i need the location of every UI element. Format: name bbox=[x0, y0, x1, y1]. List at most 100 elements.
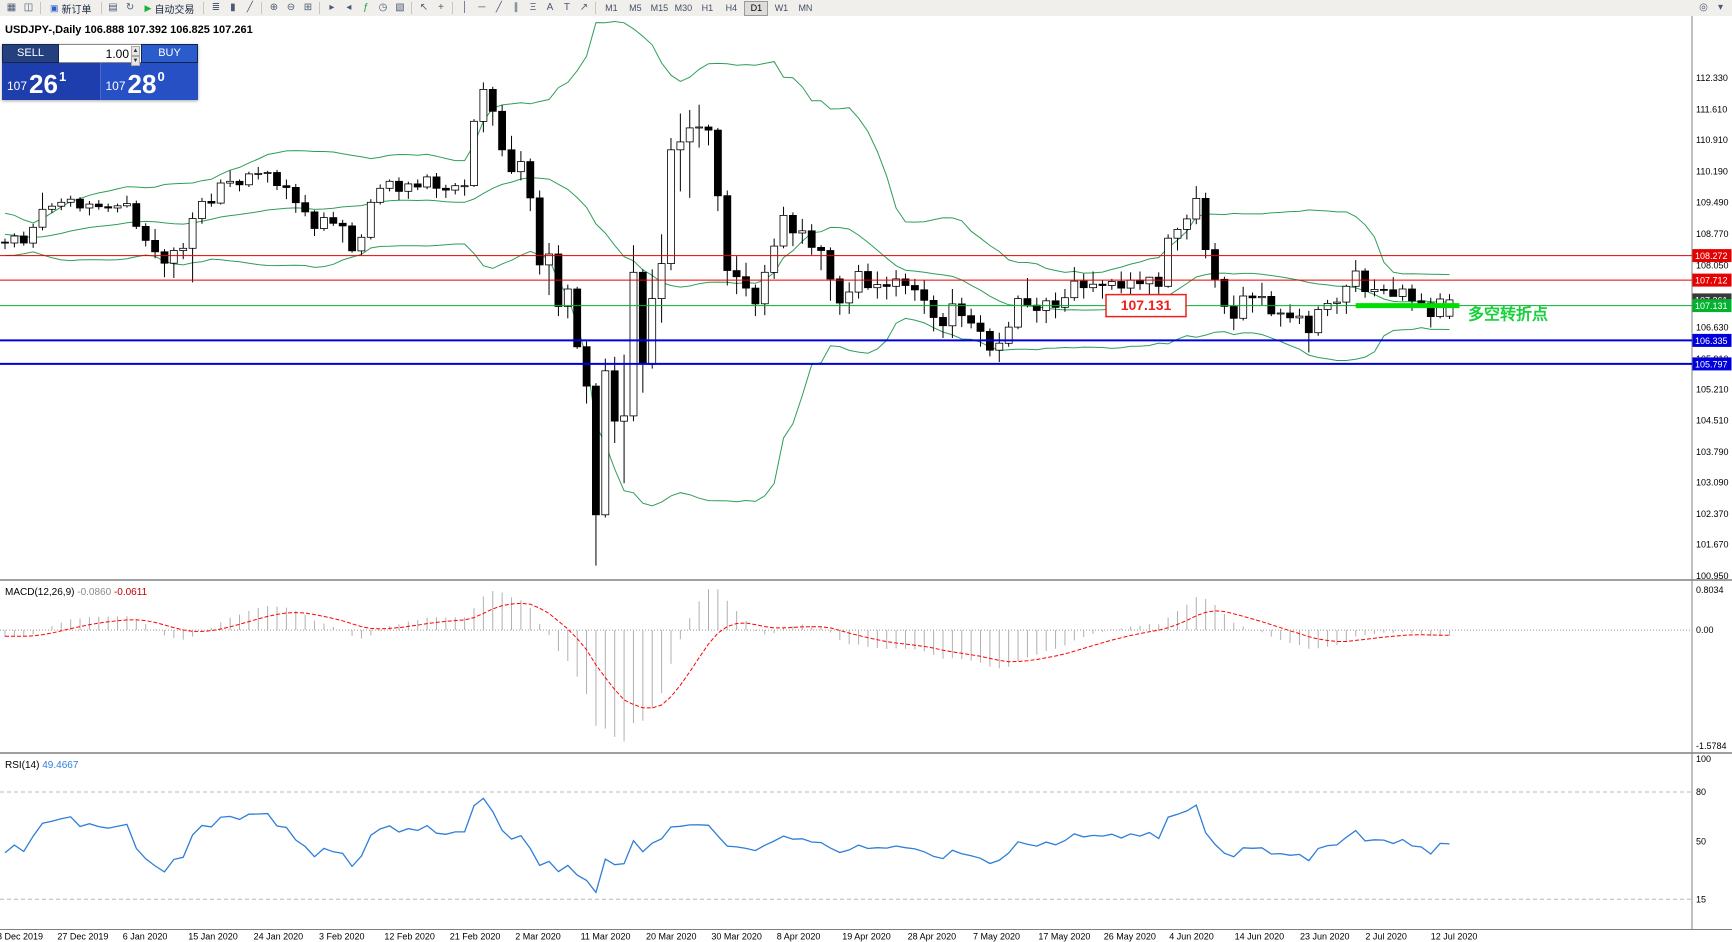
rsi-line bbox=[4, 797, 1450, 894]
trendline-icon[interactable]: ╱ bbox=[495, 2, 502, 13]
text-label-icon[interactable]: T bbox=[563, 2, 570, 13]
zoom-out-icon[interactable]: ⊖ bbox=[286, 2, 296, 13]
macd-scale-label: -1.5784 bbox=[1696, 741, 1727, 751]
chart-ohlc-title: USDJPY-,Daily 106.888 107.392 106.825 10… bbox=[5, 24, 253, 36]
rsi-scale-label: 100 bbox=[1696, 754, 1711, 764]
svg-text:108.272: 108.272 bbox=[1695, 251, 1728, 261]
rsi-value: 49.4667 bbox=[42, 760, 79, 771]
date-axis-label: 24 Jan 2020 bbox=[254, 932, 304, 942]
sell-button[interactable]: SELL bbox=[2, 44, 59, 63]
vertical-line-icon[interactable]: │ bbox=[461, 2, 469, 13]
volume-down-button[interactable]: ▼ bbox=[131, 56, 140, 66]
date-axis-label: 3 Feb 2020 bbox=[319, 932, 365, 942]
sell-price-pips: 26 bbox=[29, 69, 58, 99]
templates-icon[interactable]: ▧ bbox=[395, 2, 405, 13]
autotrading-button[interactable]: ▶ 自动交易 bbox=[139, 0, 201, 16]
chart-shift-icon[interactable]: ◂ bbox=[346, 2, 352, 13]
auto-scroll-icon[interactable]: ▸ bbox=[329, 2, 335, 13]
fibonacci-icon[interactable]: Ξ bbox=[529, 2, 537, 13]
sell-price[interactable]: 107 26 1 bbox=[2, 63, 101, 100]
tile-windows-icon[interactable]: ⊞ bbox=[303, 2, 313, 13]
new-order-button-label: 新订单 bbox=[61, 4, 92, 16]
price-scale-label: 112.330 bbox=[1696, 73, 1728, 83]
buy-price-base: 107 bbox=[105, 79, 126, 93]
price-scale-label: 100.950 bbox=[1696, 571, 1729, 581]
date-axis-label: 23 Jun 2020 bbox=[1300, 932, 1350, 942]
price-scale-label: 110.190 bbox=[1696, 167, 1728, 177]
autotrading-button-icon: ▶ bbox=[144, 2, 152, 13]
price-scale-label: 108.050 bbox=[1696, 260, 1729, 270]
price-line-badge: 107.131 bbox=[1692, 299, 1732, 313]
cursor-icon[interactable]: ↖ bbox=[419, 2, 429, 13]
period-selector-icon[interactable]: ◷ bbox=[378, 2, 388, 13]
search-icon[interactable]: ◎ bbox=[1699, 2, 1708, 13]
price-annotation-box[interactable]: 107.131 bbox=[1105, 293, 1187, 318]
price-chart-svg[interactable]: 112.330 111.610 110.910 110.190 109.490 108.7… bbox=[0, 16, 1732, 942]
date-axis-label: 14 Jun 2020 bbox=[1235, 932, 1285, 942]
one-click-trading-panel: SELL 1.00 ▲ ▼ BUY 107 26 1 107 28 0 bbox=[2, 44, 198, 100]
svg-text:107.712: 107.712 bbox=[1695, 276, 1728, 286]
timeframe-m30[interactable]: M30 bbox=[674, 2, 693, 13]
zoom-in-icon[interactable]: ⊕ bbox=[269, 2, 279, 13]
date-axis-label: 18 Dec 2019 bbox=[0, 932, 43, 942]
price-scale-label: 111.610 bbox=[1696, 105, 1727, 115]
macd-signal-value: -0.0611 bbox=[113, 587, 148, 598]
volume-value: 1.00 bbox=[105, 46, 129, 61]
date-axis[interactable]: 18 Dec 2019 27 Dec 2019 6 Jan 2020 15 Jan 2… bbox=[0, 932, 1477, 942]
text-icon[interactable]: A bbox=[546, 2, 554, 13]
candlestick-type-icon[interactable]: ▮ bbox=[230, 2, 236, 13]
date-axis-label: 12 Jul 2020 bbox=[1431, 932, 1478, 942]
macd-name: MACD(12,26,9) bbox=[5, 587, 75, 598]
timeframe-d1[interactable]: D1 bbox=[744, 0, 769, 16]
charts-icon[interactable]: ▤ bbox=[108, 2, 118, 13]
svg-text:106.335: 106.335 bbox=[1695, 336, 1728, 346]
buy-price[interactable]: 107 28 0 bbox=[100, 63, 198, 100]
new-chart-icon[interactable]: ▦ bbox=[6, 2, 17, 13]
horizontal-line-icon[interactable]: ─ bbox=[478, 2, 486, 13]
main-toolbar: ▦ ◫ ▣ 新订单 ▤ ↻ ▶ 自动交易 ≣ ▮ ╱ ⊕ ⊖ ⊞ ▸ ◂ ƒ ◷ ▧ ↖ + │ ─ ╱ ∥ Ξ A T ↗ M1 M5 M1… bbox=[0, 0, 1732, 17]
new-order-button[interactable]: ▣ 新订单 bbox=[44, 0, 98, 16]
rsi-scale-label: 80 bbox=[1696, 787, 1706, 797]
volume-up-button[interactable]: ▲ bbox=[131, 46, 140, 56]
rsi-indicator-label: RSI(14) 49.4667 bbox=[5, 760, 78, 771]
profiles-icon[interactable]: ◫ bbox=[23, 2, 34, 13]
svg-text:107.131: 107.131 bbox=[1695, 301, 1728, 311]
macd-scale-label: 0.00 bbox=[1696, 625, 1714, 635]
timeframe-w1[interactable]: W1 bbox=[774, 2, 789, 13]
price-scale[interactable]: 112.330 111.610 110.910 110.190 109.490 108.7… bbox=[1696, 73, 1729, 581]
line-chart-type-icon[interactable]: ╱ bbox=[246, 2, 253, 13]
channel-icon[interactable]: ∥ bbox=[513, 2, 519, 13]
toolbar-separator bbox=[203, 2, 205, 14]
timeframe-m15[interactable]: M15 bbox=[650, 2, 669, 13]
date-axis-label: 19 Apr 2020 bbox=[842, 932, 891, 942]
price-scale-label: 109.490 bbox=[1696, 197, 1729, 207]
bar-chart-type-icon[interactable]: ≣ bbox=[211, 2, 221, 13]
price-scale-label: 103.090 bbox=[1696, 477, 1729, 487]
price-scale-label: 108.770 bbox=[1696, 229, 1729, 239]
date-axis-label: 8 Apr 2020 bbox=[777, 932, 821, 942]
timeframe-mn[interactable]: MN bbox=[798, 2, 813, 13]
timeframe-m5[interactable]: M5 bbox=[629, 2, 642, 13]
chart-window[interactable]: 112.330 111.610 110.910 110.190 109.490 108.7… bbox=[0, 16, 1732, 942]
rsi-scale-label: 15 bbox=[1696, 894, 1706, 904]
date-axis-label: 7 May 2020 bbox=[973, 932, 1020, 942]
crosshair-icon[interactable]: + bbox=[438, 2, 444, 13]
buy-button[interactable]: BUY bbox=[141, 44, 198, 63]
svg-text:105.797: 105.797 bbox=[1695, 359, 1728, 369]
toolbar-separator bbox=[100, 2, 102, 14]
volume-stepper[interactable]: 1.00 ▲ ▼ bbox=[59, 44, 141, 66]
arrows-icon[interactable]: ↗ bbox=[579, 2, 589, 13]
help-menu-icon[interactable]: ▾ bbox=[1717, 2, 1724, 13]
indicators-icon[interactable]: ƒ bbox=[363, 2, 369, 13]
timeframe-h4[interactable]: H4 bbox=[725, 2, 738, 13]
rsi-scale-label: 50 bbox=[1696, 837, 1706, 847]
price-scale-label: 105.210 bbox=[1696, 385, 1729, 395]
refresh-icon[interactable]: ↻ bbox=[125, 2, 135, 13]
buy-price-pips: 28 bbox=[127, 69, 157, 99]
timeframe-h1[interactable]: H1 bbox=[701, 2, 714, 13]
date-axis-label: 6 Jan 2020 bbox=[123, 932, 168, 942]
annotation-text[interactable]: 多空转折点 bbox=[1468, 305, 1548, 324]
date-axis-label: 26 May 2020 bbox=[1104, 932, 1156, 942]
timeframe-m1[interactable]: M1 bbox=[605, 2, 618, 13]
toolbar-separator bbox=[452, 2, 454, 14]
